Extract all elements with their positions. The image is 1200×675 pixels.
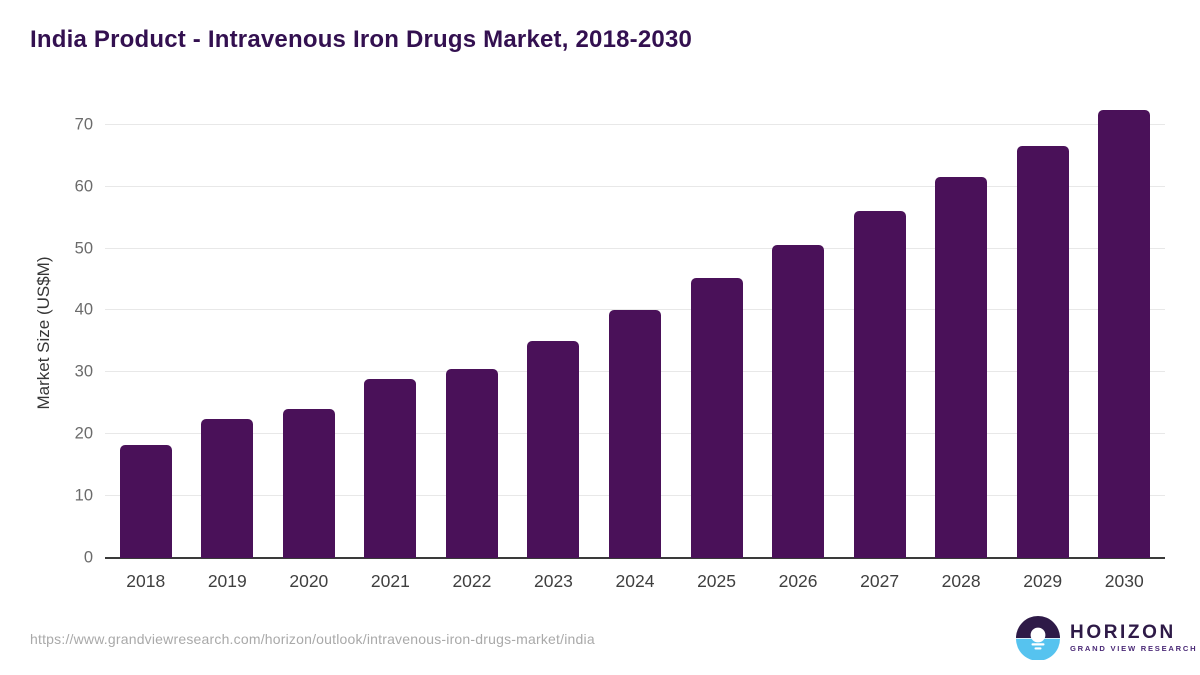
y-tick-label: 0 [83, 548, 93, 567]
y-tick-label: 70 [74, 115, 93, 134]
plot-area: 0 10 20 30 40 50 60 70 2018 2019 2020 2021 2022 2023 2… [75, 108, 1165, 591]
x-tick-label: 2020 [289, 571, 329, 591]
logo-text: HORIZON GRAND VIEW RESEARCH [1070, 621, 1198, 654]
bar [119, 444, 172, 558]
bar [201, 419, 254, 558]
x-tick-label: 2029 [1023, 571, 1063, 591]
y-tick-label: 20 [74, 424, 93, 443]
bar [772, 244, 825, 558]
source-url: https://www.grandviewresearch.com/horizo… [30, 631, 595, 647]
bar [527, 340, 580, 558]
bar [935, 177, 988, 558]
x-tick-label: 2018 [126, 571, 166, 591]
horizon-logo: HORIZON GRAND VIEW RESEARCH [1016, 616, 1197, 660]
y-tick-label: 60 [74, 177, 93, 196]
y-tick-label: 50 [74, 239, 93, 258]
y-tick-label: 40 [74, 300, 93, 319]
bar [1098, 110, 1151, 558]
horizon-sun-over-water-icon [1016, 616, 1060, 660]
bar [282, 409, 335, 558]
bar [1016, 145, 1069, 558]
y-tick-label: 30 [74, 362, 93, 381]
x-tick-label: 2019 [207, 571, 247, 591]
x-tick-label: 2030 [1104, 571, 1144, 591]
x-tick-label: 2024 [615, 571, 655, 591]
bar [690, 277, 743, 558]
y-tick-label: 10 [74, 486, 93, 505]
gridline [105, 185, 1165, 187]
x-tick-label: 2026 [778, 571, 818, 591]
gridline [105, 247, 1165, 249]
bar [364, 379, 417, 558]
x-tick-label: 2027 [860, 571, 900, 591]
page-title: India Product - Intravenous Iron Drugs M… [30, 26, 693, 53]
bar [445, 368, 498, 558]
x-tick-label: 2028 [941, 571, 981, 591]
x-tick-label: 2023 [533, 571, 573, 591]
gridline [105, 123, 1165, 125]
bar [609, 309, 661, 558]
logo-title: HORIZON [1070, 621, 1176, 643]
x-tick-label: 2022 [452, 571, 492, 591]
x-tick-label: 2025 [697, 571, 736, 591]
x-axis-line [105, 557, 1165, 559]
bar [853, 211, 906, 558]
x-tick-label: 2021 [370, 571, 410, 591]
y-axis-title: Market Size (US$M) [34, 256, 53, 410]
logo-subtitle: GRAND VIEW RESEARCH [1070, 644, 1198, 654]
